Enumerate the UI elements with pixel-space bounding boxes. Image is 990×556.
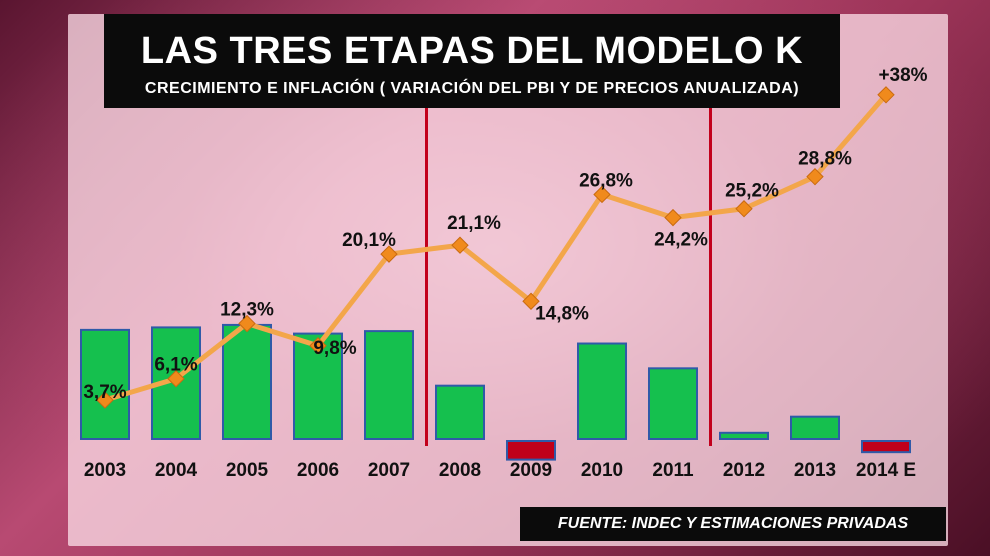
growth-bar-2006 — [293, 332, 343, 441]
inflation-label-2009: 14,8% — [535, 303, 589, 324]
x-tick-2004: 2004 — [155, 460, 198, 481]
inflation-marker-2005 — [238, 314, 256, 333]
inflation-marker-2008 — [451, 236, 469, 254]
inflation-label-2011: 24,2% — [654, 230, 708, 251]
x-tick-2013: 2013 — [794, 460, 836, 481]
inflation-marker-2003 — [96, 391, 114, 409]
x-tick-2011: 2011 — [652, 460, 694, 481]
chart-subtitle: CRECIMIENTO E INFLACIÓN ( VARIACIÓN DEL … — [144, 80, 800, 97]
inflation-label-2014-e: +38% — [878, 65, 927, 86]
x-tick-2003: 2003 — [84, 460, 126, 481]
x-tick-2006: 2006 — [297, 460, 339, 481]
inflation-marker-2009 — [522, 292, 540, 310]
inflation-marker-2007 — [380, 245, 398, 263]
inflation-label-2012: 25,2% — [725, 181, 779, 202]
growth-bar-2013 — [790, 415, 840, 440]
inflation-marker-2004 — [167, 370, 185, 388]
inflation-line-layer — [104, 93, 888, 403]
inflation-label-2005: 12,3% — [220, 300, 274, 321]
x-tick-2007: 2007 — [368, 460, 410, 481]
inflation-label-2006: 9,8% — [313, 338, 356, 359]
inflation-marker-2014-e — [877, 86, 895, 104]
inflation-markers — [96, 86, 895, 409]
growth-bar-2008 — [435, 384, 485, 440]
title-box: LAS TRES ETAPAS DEL MODELO K CRECIMIENTO… — [104, 14, 840, 108]
inflation-label-2004: 6,1% — [154, 355, 197, 376]
source-note: FUENTE: INDEC Y ESTIMACIONES PRIVADAS — [557, 515, 909, 532]
inflation-marker-2012 — [735, 200, 753, 218]
x-axis-ticks: 2003 2004 2005 2006 2007 2008 2009 2010 2011 2012… — [84, 460, 916, 481]
inflation-marker-2006 — [309, 337, 327, 355]
x-tick-2009: 2009 — [510, 460, 552, 481]
inflation-line — [104, 93, 888, 403]
inflation-marker-2013 — [806, 167, 824, 186]
x-tick-2012: 2012 — [723, 460, 765, 481]
stage-dividers — [425, 108, 712, 446]
inflation-label-2008: 21,1% — [447, 213, 501, 234]
inflation-data-labels: 3,7% 6,1% 12,3% 9,8% 20,1% 21,1% 14,8% 26,8% 24,… — [83, 65, 927, 403]
growth-bar-2014-e — [861, 440, 911, 454]
inflation-label-2003: 3,7% — [83, 382, 126, 403]
inflation-label-2013: 28,8% — [798, 149, 852, 170]
x-tick-2010: 2010 — [581, 460, 623, 481]
growth-bar-2005 — [222, 323, 272, 441]
inflation-marker-2010 — [593, 185, 611, 204]
x-tick-2008: 2008 — [439, 460, 481, 481]
growth-bar-2010 — [577, 342, 627, 440]
growth-bar-2007 — [364, 330, 414, 440]
inflation-marker-2011 — [664, 208, 682, 227]
chart-title: LAS TRES ETAPAS DEL MODELO K — [140, 30, 804, 72]
growth-bar-2009 — [506, 440, 556, 461]
x-tick-2005: 2005 — [226, 460, 269, 481]
inflation-label-2007: 20,1% — [342, 230, 396, 251]
inflation-label-2010: 26,8% — [579, 170, 633, 191]
growth-bar-2012 — [719, 431, 769, 440]
x-tick-2014-e: 2014 E — [856, 460, 916, 481]
growth-bars — [80, 323, 911, 461]
source-box: FUENTE: INDEC Y ESTIMACIONES PRIVADAS — [520, 507, 946, 541]
growth-bar-2011 — [648, 367, 698, 441]
growth-bar-2003 — [80, 328, 130, 441]
